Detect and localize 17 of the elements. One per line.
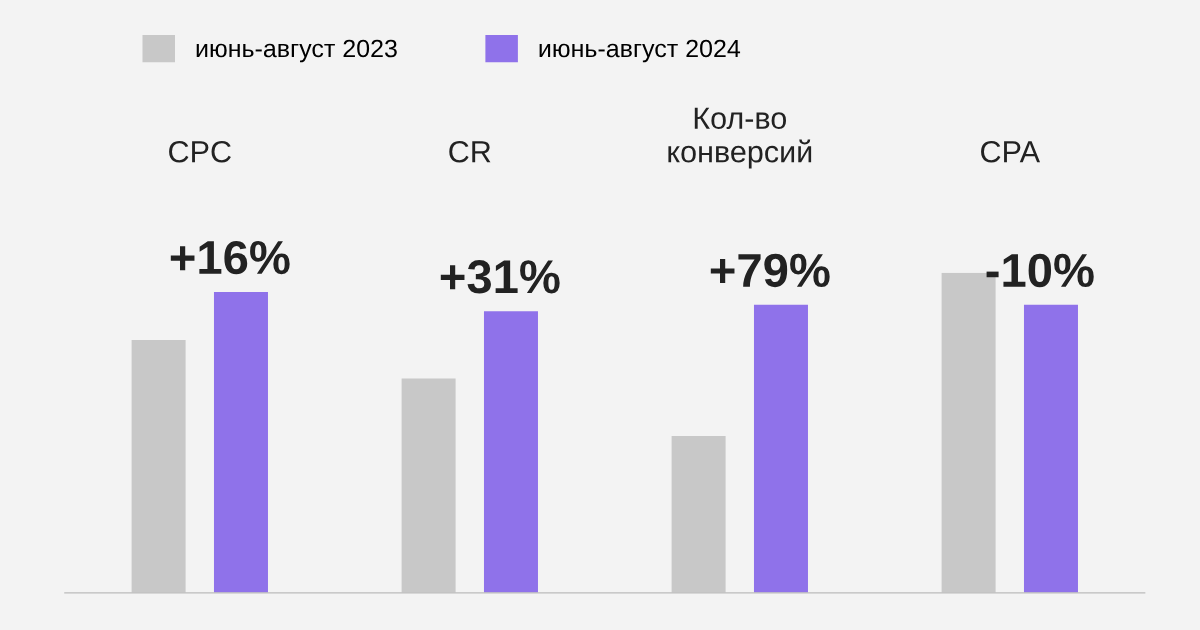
x-tick-label: CPC — [169, 140, 231, 163]
annotation: +79% — [710, 253, 830, 288]
x-tick-label: Кол-во конверсий — [668, 107, 812, 169]
x-tick-label: CR — [449, 140, 491, 163]
bar — [753, 304, 808, 593]
bar — [671, 436, 726, 593]
annotation: -10% — [986, 253, 1094, 288]
bar — [131, 340, 186, 593]
annotation: +31% — [440, 260, 560, 294]
legend-label: июнь-август 2024 — [539, 39, 741, 63]
bar — [213, 291, 268, 593]
x-tick-label: CPA — [981, 140, 1041, 163]
bar — [1023, 304, 1078, 593]
bar — [401, 378, 456, 593]
legend-label: июнь-август 2023 — [196, 39, 397, 63]
annotation: +16% — [170, 240, 290, 275]
bar — [483, 311, 538, 593]
